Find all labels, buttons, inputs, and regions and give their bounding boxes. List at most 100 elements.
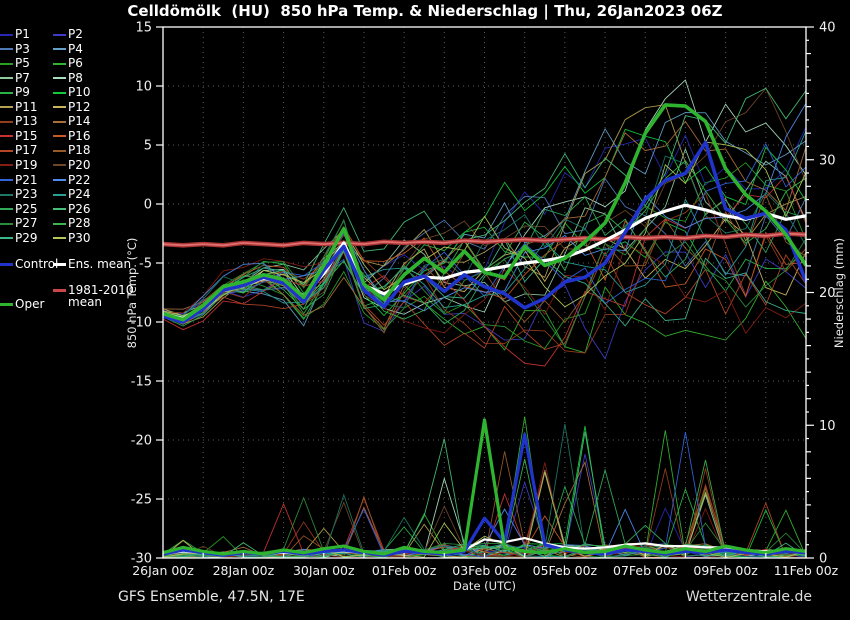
legend-member-label: P4 [68,41,83,56]
svg-text:5: 5 [144,139,152,154]
svg-text:40: 40 [819,21,836,36]
legend-line-swatch [0,179,13,181]
member-precip-line-p26 [162,431,807,558]
legend-line-swatch [53,208,66,211]
legend-line-swatch [0,106,13,109]
member-temp-line-p8 [162,79,807,320]
legend-member-label: P10 [68,85,91,100]
svg-text:01Feb 00z: 01Feb 00z [372,563,437,578]
legend-item-p12: P12 [53,99,91,114]
svg-text:11Feb 00z: 11Feb 00z [774,563,839,578]
legend-member-label: P5 [15,56,30,71]
legend-line-swatch [53,237,66,240]
svg-text:0: 0 [819,552,827,567]
legend-item-p3: P3 [0,41,30,56]
svg-text:0: 0 [144,198,152,213]
legend-member-label: P7 [15,70,30,85]
legend-line-swatch [53,106,66,109]
legend-member-label: P30 [68,230,91,245]
member-precip-line-p27 [162,496,807,558]
legend-item-p20: P20 [53,157,91,172]
legend-item-p24: P24 [53,188,91,201]
legend-line-swatch [0,48,13,51]
legend-label: 1981-2010 [68,283,134,297]
legend-line-swatch [53,149,66,152]
legend-line-swatch [0,164,13,167]
legend-member-label: P18 [68,143,91,158]
svg-text:-30: -30 [131,552,152,567]
legend-item-clim-mean-line2: mean [53,296,102,309]
legend-member-label: P8 [68,70,83,85]
legend-member-label: P14 [68,114,91,129]
legend-member-label: P16 [68,128,91,143]
legend-item-p15: P15 [0,128,38,143]
legend-item-p22: P22 [53,172,91,187]
legend-member-label: P13 [15,114,38,129]
legend-member-label: P6 [68,56,83,71]
legend-item-p1: P1 [0,28,30,41]
member-temp-line-p19 [162,243,807,335]
svg-text:-25: -25 [131,493,152,508]
legend-line-swatch [0,77,13,80]
legend-line-swatch [0,222,13,225]
legend-item-p19: P19 [0,157,38,172]
legend-line-swatch [53,33,66,36]
legend-member-label: P21 [15,172,38,187]
legend-line-swatch [53,193,66,196]
legend-line-swatch [0,208,13,211]
legend-member-label: P19 [15,157,38,172]
legend-item-p21: P21 [0,172,38,187]
legend-line-swatch [53,91,66,94]
legend-label: Control [15,257,59,271]
chart-title: Celldömölk (HU) 850 hPa Temp. & Niedersc… [127,2,723,20]
legend-line-swatch [53,164,66,167]
svg-text:09Feb 00z: 09Feb 00z [693,563,758,578]
legend-line-swatch [53,179,66,181]
legend-item-p18: P18 [53,144,91,157]
member-precip-line-p14 [162,460,807,558]
svg-text:30Jan 00z: 30Jan 00z [293,563,355,578]
legend-item-p16: P16 [53,128,91,143]
legend-item-ens-mean: Ens. mean [53,258,131,271]
legend-line-swatch [53,135,66,138]
legend-member-label: P3 [15,41,30,56]
date-axis-title: Date (UTC) [453,579,516,593]
legend-label: Ens. mean [68,257,132,271]
legend-member-label: P26 [68,201,91,216]
member-temp-line-p24 [162,130,807,323]
legend-line-swatch [53,263,66,266]
legend-line-swatch [0,237,13,240]
svg-text:15: 15 [135,21,152,36]
legend-item-p17: P17 [0,144,38,157]
legend-member-label: P9 [15,85,30,100]
svg-text:-15: -15 [131,375,152,390]
legend-item-control: Control [0,258,58,271]
legend-item-p6: P6 [53,57,83,70]
legend-item-p13: P13 [0,115,38,128]
legend-member-label: P1 [15,27,30,41]
legend-member-label: P28 [68,216,91,231]
legend-line-swatch [53,62,66,65]
legend-item-p4: P4 [53,41,83,56]
legend-member-label: P22 [68,172,91,187]
member-temp-line-p9 [162,221,807,321]
svg-text:20: 20 [819,286,836,301]
legend-member-label: P12 [68,99,91,114]
legend-item-p10: P10 [53,86,91,99]
member-precip-line-p25 [162,468,807,558]
member-temp-line-p17 [162,250,807,351]
legend-line-swatch [0,91,13,94]
model-info: GFS Ensemble, 47.5N, 17E [118,589,305,605]
source-credit: Wetterzentrale.de [685,589,812,605]
legend-member-label: P20 [68,157,91,172]
legend-member-label: P23 [15,187,38,202]
legend-line-swatch [0,149,13,152]
legend-line-swatch [53,120,66,123]
legend-item-p14: P14 [53,115,91,128]
legend-label: mean [68,295,103,309]
legend-line-swatch [0,33,13,36]
legend-member-label: P15 [15,128,38,143]
legend-item-oper: Oper [0,298,44,311]
legend-item-clim-mean: 1981-2010 [53,284,133,297]
